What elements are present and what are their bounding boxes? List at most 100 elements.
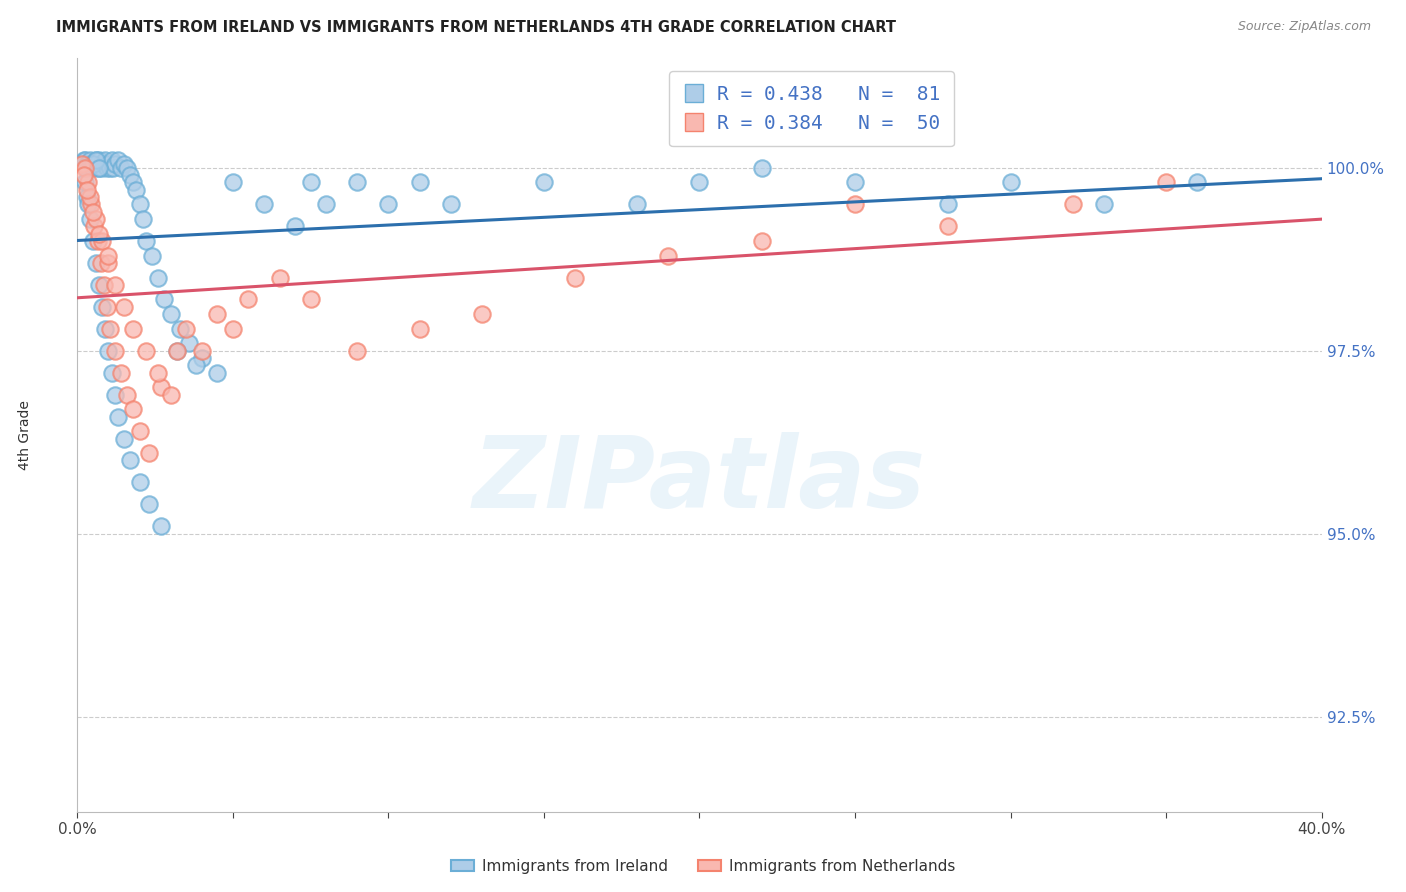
Point xyxy=(222,175,245,189)
Legend: R = 0.438   N =  81, R = 0.384   N =  50: R = 0.438 N = 81, R = 0.384 N = 50 xyxy=(669,71,955,146)
Point xyxy=(80,197,103,211)
Point xyxy=(938,219,960,234)
Point xyxy=(100,366,122,380)
Point xyxy=(128,475,150,490)
Point xyxy=(87,227,110,241)
Point xyxy=(138,446,160,460)
Point xyxy=(174,322,197,336)
Point xyxy=(141,249,163,263)
Point xyxy=(844,175,866,189)
Point xyxy=(104,277,127,292)
Point xyxy=(86,234,108,248)
Point xyxy=(72,153,94,168)
Point xyxy=(751,234,773,248)
Point xyxy=(107,409,129,424)
Point xyxy=(184,359,207,373)
Point xyxy=(84,153,107,168)
Point xyxy=(82,161,104,175)
Point xyxy=(96,161,118,175)
Point xyxy=(91,161,114,175)
Point xyxy=(377,197,399,211)
Point xyxy=(76,183,98,197)
Point xyxy=(112,432,135,446)
Point xyxy=(135,234,157,248)
Point xyxy=(564,270,586,285)
Point xyxy=(83,219,105,234)
Text: ZIPatlas: ZIPatlas xyxy=(472,432,927,529)
Point xyxy=(90,157,112,171)
Point xyxy=(87,277,110,292)
Point xyxy=(938,197,960,211)
Point xyxy=(751,161,773,175)
Point xyxy=(79,190,101,204)
Point xyxy=(150,380,173,394)
Point xyxy=(87,153,110,168)
Point xyxy=(104,387,127,401)
Point xyxy=(191,351,214,365)
Point xyxy=(253,197,276,211)
Point xyxy=(207,366,229,380)
Point xyxy=(440,197,463,211)
Point xyxy=(107,153,129,168)
Point xyxy=(87,161,110,175)
Text: 4th Grade: 4th Grade xyxy=(18,400,32,470)
Point xyxy=(84,256,107,270)
Point xyxy=(115,161,138,175)
Point xyxy=(135,343,157,358)
Point xyxy=(75,161,97,175)
Point xyxy=(94,322,117,336)
Point xyxy=(148,366,170,380)
Point xyxy=(122,175,145,189)
Point xyxy=(1062,197,1084,211)
Point xyxy=(75,175,97,189)
Point xyxy=(76,190,98,204)
Point xyxy=(98,322,121,336)
Point xyxy=(90,256,112,270)
Point xyxy=(82,157,104,171)
Point xyxy=(110,161,132,175)
Point xyxy=(657,249,679,263)
Point xyxy=(179,336,201,351)
Point xyxy=(79,153,101,168)
Point xyxy=(75,153,97,168)
Point xyxy=(125,183,148,197)
Point xyxy=(626,197,648,211)
Point xyxy=(84,153,107,168)
Point xyxy=(93,277,115,292)
Point xyxy=(70,157,93,171)
Point xyxy=(120,453,142,467)
Point xyxy=(315,197,337,211)
Point xyxy=(191,343,214,358)
Point xyxy=(91,300,114,314)
Point xyxy=(533,175,555,189)
Point xyxy=(166,343,188,358)
Point xyxy=(150,519,173,533)
Text: Source: ZipAtlas.com: Source: ZipAtlas.com xyxy=(1237,20,1371,33)
Point xyxy=(346,175,368,189)
Point xyxy=(77,161,100,175)
Point xyxy=(77,197,100,211)
Point xyxy=(120,168,142,182)
Point xyxy=(284,219,307,234)
Point xyxy=(471,307,494,321)
Point xyxy=(97,343,120,358)
Point xyxy=(844,197,866,211)
Point xyxy=(112,300,135,314)
Point xyxy=(70,157,93,171)
Point xyxy=(1000,175,1022,189)
Point xyxy=(169,322,191,336)
Point xyxy=(72,168,94,182)
Point xyxy=(122,322,145,336)
Point xyxy=(299,175,322,189)
Point xyxy=(104,157,127,171)
Point xyxy=(82,234,104,248)
Point xyxy=(82,204,104,219)
Point xyxy=(207,307,229,321)
Text: IMMIGRANTS FROM IRELAND VS IMMIGRANTS FROM NETHERLANDS 4TH GRADE CORRELATION CHA: IMMIGRANTS FROM IRELAND VS IMMIGRANTS FR… xyxy=(56,20,896,35)
Point xyxy=(93,157,115,171)
Point xyxy=(94,153,117,168)
Point xyxy=(84,211,107,226)
Point xyxy=(76,157,98,171)
Point xyxy=(222,322,245,336)
Point xyxy=(299,293,322,307)
